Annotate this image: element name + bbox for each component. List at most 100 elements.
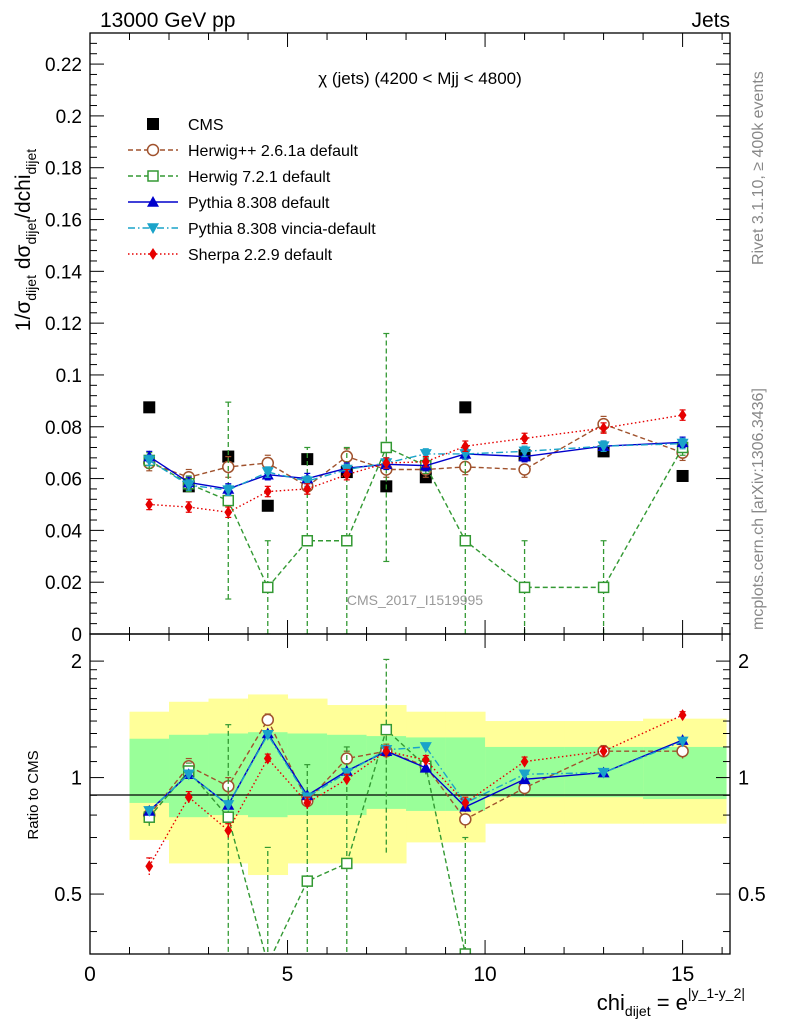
rivet-label: Rivet 3.1.10, ≥ 400k events bbox=[750, 71, 767, 265]
ratio-line bbox=[148, 732, 683, 812]
ratio-point bbox=[676, 736, 689, 748]
data-point bbox=[341, 534, 353, 547]
legend-label: Pythia 8.308 default bbox=[188, 195, 330, 212]
ratio-point bbox=[421, 754, 430, 767]
legend-label: Herwig++ 2.6.1a default bbox=[188, 143, 358, 160]
data-point bbox=[301, 534, 314, 547]
main-y-tick-label: 0.22 bbox=[45, 55, 82, 76]
data-point bbox=[262, 581, 274, 594]
main-y-tick-label: 0.08 bbox=[45, 418, 82, 439]
legend-marker bbox=[149, 248, 157, 260]
main-y-tick-label: 0.16 bbox=[45, 211, 82, 232]
main-series bbox=[143, 332, 689, 634]
ratio-point bbox=[382, 745, 391, 758]
data-point bbox=[678, 409, 687, 422]
x-tick-label: 10 bbox=[473, 963, 496, 986]
ratio-point bbox=[461, 796, 470, 809]
legend-entry-cms: CMS bbox=[147, 117, 224, 134]
header-right: Jets bbox=[691, 9, 730, 32]
legend-entry-sherpa-2-2-9-default: Sherpa 2.2.9 default bbox=[128, 247, 333, 264]
ratio-series-pythia-8-308-vincia-default bbox=[143, 729, 689, 817]
ratio-point bbox=[263, 752, 272, 765]
ratio-point bbox=[518, 769, 531, 781]
ratio-point bbox=[261, 729, 274, 741]
legend-marker bbox=[146, 143, 160, 157]
data-point bbox=[518, 446, 531, 458]
ratio-point bbox=[261, 713, 275, 727]
data-point bbox=[182, 480, 195, 492]
data-point bbox=[421, 455, 430, 468]
data-point bbox=[263, 485, 272, 498]
ratio-point bbox=[303, 796, 312, 809]
plot-title: χ (jets) (4200 < Mjj < 4800) bbox=[318, 69, 522, 88]
main-y-axis-label: 1/σdijet dσdijet/dchidijet bbox=[12, 149, 39, 331]
ratio-point bbox=[380, 723, 393, 736]
data-point bbox=[303, 482, 312, 495]
data-point bbox=[143, 401, 156, 414]
ratio-point bbox=[518, 781, 531, 795]
data-point bbox=[301, 453, 314, 466]
data-point bbox=[599, 422, 608, 435]
main-y-tick-label: 0.1 bbox=[56, 366, 82, 387]
data-point bbox=[597, 581, 610, 594]
data-point bbox=[518, 463, 531, 476]
data-point bbox=[380, 441, 393, 454]
ratio-y-axis-label: Ratio to CMS bbox=[25, 750, 42, 839]
series-sherpa-2-2-9-default bbox=[145, 409, 687, 519]
ratio-point bbox=[301, 875, 314, 887]
main-panel bbox=[90, 33, 730, 634]
ratio-frame bbox=[89, 633, 731, 955]
ratio-point bbox=[678, 709, 687, 722]
ratio-point bbox=[520, 755, 529, 768]
ratio-line bbox=[148, 733, 683, 812]
main-y-tick-label: 0 bbox=[71, 625, 82, 646]
legend-label: Pythia 8.308 vincia-default bbox=[188, 221, 376, 238]
data-point bbox=[145, 498, 154, 511]
data-point bbox=[184, 501, 193, 514]
legend-entry-pythia-8-308-default: Pythia 8.308 default bbox=[128, 195, 330, 212]
ratio-point bbox=[143, 806, 156, 817]
ratio-point bbox=[459, 948, 472, 954]
header-left: 13000 GeV pp bbox=[100, 9, 235, 32]
ratio-series-herwig-2-6-1a-default bbox=[143, 713, 689, 829]
main-y-tick-label: 0.2 bbox=[56, 107, 82, 128]
data-point bbox=[676, 469, 689, 482]
ratio-bands bbox=[129, 694, 727, 876]
data-point bbox=[143, 455, 156, 467]
data-point bbox=[301, 476, 314, 488]
ratio-y-tick-label: 0.5 bbox=[54, 884, 82, 906]
ratio-band-inner bbox=[248, 732, 289, 818]
data-point bbox=[342, 468, 351, 481]
data-point bbox=[518, 581, 531, 594]
ratio-y-tick-label-right: 2 bbox=[738, 651, 749, 673]
ratio-y-tick-label: 1 bbox=[71, 768, 82, 790]
legend-entry-pythia-8-308-vincia-default: Pythia 8.308 vincia-default bbox=[128, 221, 376, 238]
data-point bbox=[261, 467, 274, 479]
x-tick-label: 0 bbox=[84, 963, 96, 986]
data-point bbox=[597, 441, 610, 453]
ratio-point bbox=[419, 761, 432, 773]
ratio-series bbox=[143, 658, 689, 954]
data-point bbox=[676, 438, 689, 450]
mcplots-label: mcplots.cern.ch [arXiv:1306.3436] bbox=[750, 388, 767, 630]
legend-marker bbox=[147, 118, 159, 130]
legend-entry-herwig-2-6-1a-default: Herwig++ 2.6.1a default bbox=[128, 143, 358, 160]
x-axis-label: chidijet = e|y_1-y_2| bbox=[597, 985, 745, 1019]
data-point bbox=[222, 494, 235, 507]
data-point bbox=[520, 432, 529, 445]
ratio-point bbox=[342, 773, 351, 786]
data-point bbox=[224, 506, 233, 519]
series-line bbox=[149, 414, 683, 513]
main-y-tick-label: 0.04 bbox=[45, 521, 82, 542]
legend-marker bbox=[147, 170, 159, 182]
data-point bbox=[261, 499, 274, 512]
ratio-point bbox=[599, 745, 608, 758]
main-y-tick-label: 0.12 bbox=[45, 314, 82, 335]
data-point bbox=[382, 457, 391, 470]
ratio-band-inner bbox=[129, 738, 170, 803]
legend-label: Herwig 7.2.1 default bbox=[188, 169, 331, 186]
ratio-series-sherpa-2-2-9-default bbox=[145, 709, 687, 876]
ratio-y-tick-label: 2 bbox=[71, 651, 82, 673]
series-line bbox=[148, 441, 683, 490]
